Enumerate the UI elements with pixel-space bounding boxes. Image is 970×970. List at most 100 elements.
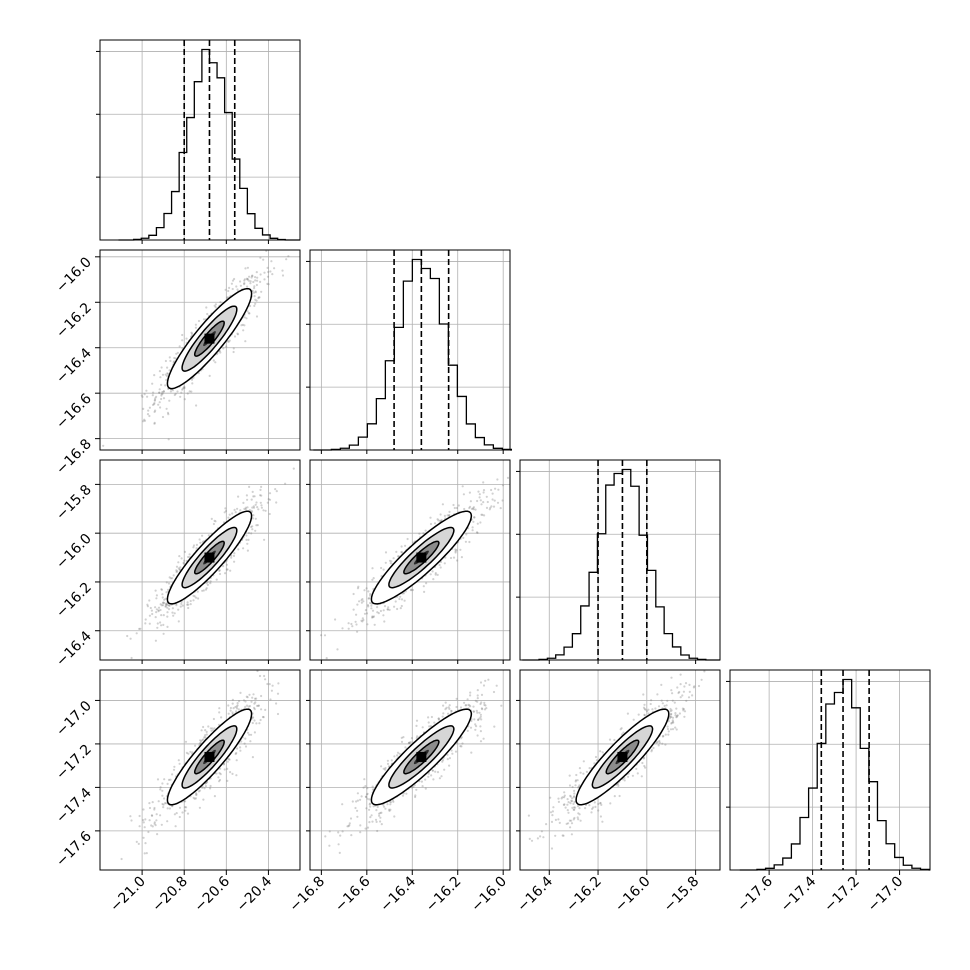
scatter-point	[676, 714, 679, 717]
scatter-point	[325, 657, 328, 660]
scatter-point	[256, 506, 259, 509]
scatter-point	[448, 764, 451, 767]
scatter-point	[228, 513, 231, 516]
scatter-point	[446, 514, 449, 517]
scatter-point	[355, 613, 358, 616]
scatter-point	[367, 605, 370, 608]
scatter-point	[404, 746, 407, 749]
scatter-point	[202, 318, 206, 321]
scatter-point	[591, 807, 594, 811]
scatter-point	[568, 774, 571, 777]
scatter-point	[357, 585, 360, 588]
scatter-point	[372, 788, 375, 791]
scatter-point	[173, 393, 176, 397]
scatter-point	[473, 516, 476, 519]
scatter-point	[137, 842, 140, 846]
scatter-point	[350, 622, 353, 626]
scatter-point	[642, 693, 645, 696]
scatter-point	[472, 705, 475, 708]
scatter-point	[201, 786, 204, 789]
scatter-point	[198, 789, 202, 792]
scatter-point	[219, 301, 222, 304]
scatter-point	[161, 593, 164, 596]
scatter-point	[365, 795, 368, 799]
scatter-point	[228, 758, 231, 761]
scatter-point	[231, 698, 234, 701]
scatter-point	[479, 681, 483, 684]
scatter-point	[258, 674, 262, 678]
scatter-point	[138, 814, 141, 818]
scatter-point	[178, 555, 181, 558]
scatter-point	[474, 508, 477, 511]
scatter-point	[238, 700, 241, 703]
scatter-point	[218, 778, 222, 782]
scatter-point	[671, 720, 675, 723]
scatter-point	[561, 834, 564, 837]
scatter-point	[404, 544, 407, 547]
scatter-point	[382, 568, 385, 571]
scatter-point	[400, 545, 403, 548]
scatter-point	[424, 787, 427, 790]
scatter-point	[437, 519, 440, 522]
scatter-point	[232, 350, 235, 354]
scatter-point	[400, 598, 404, 601]
scatter-point	[384, 551, 388, 554]
scatter-point	[254, 276, 257, 279]
scatter-point	[671, 692, 674, 695]
scatter-point	[361, 598, 364, 601]
scatter-point	[382, 614, 385, 617]
scatter-point	[371, 609, 375, 612]
scatter-point	[348, 822, 351, 825]
scatter-point	[187, 752, 190, 755]
scatter-point	[206, 312, 209, 316]
scatter-point	[205, 306, 208, 309]
scatter-point	[149, 606, 152, 610]
scatter-point	[172, 614, 175, 617]
scatter-point	[369, 802, 372, 805]
scatter-point	[167, 778, 171, 782]
scatter-point	[448, 757, 451, 760]
scatter-point	[163, 602, 166, 605]
scatter-point	[411, 588, 414, 592]
scatter-point	[171, 577, 174, 580]
scatter-point	[670, 676, 673, 679]
scatter-point	[259, 488, 262, 491]
scatter-point	[259, 501, 262, 504]
scatter-point	[153, 374, 156, 377]
scatter-point	[246, 498, 249, 501]
scatter-point	[254, 701, 257, 704]
scatter-point	[366, 604, 370, 607]
scatter-point	[473, 718, 476, 721]
scatter-point	[242, 501, 245, 504]
scatter-point	[261, 715, 265, 719]
scatter-point	[244, 267, 247, 270]
scatter-point	[436, 573, 439, 577]
scatter-point	[126, 634, 129, 638]
scatter-point	[359, 824, 362, 827]
scatter-point	[356, 587, 360, 590]
scatter-point	[152, 391, 155, 394]
scatter-point	[429, 725, 432, 728]
scatter-point	[266, 682, 269, 686]
scatter-point	[226, 296, 229, 299]
scatter-point	[240, 324, 243, 327]
scatter-point	[228, 339, 231, 342]
scatter-point	[198, 806, 201, 809]
scatter-point	[160, 614, 163, 617]
scatter-point	[146, 605, 149, 608]
scatter-point	[576, 805, 580, 808]
scatter-point	[352, 608, 355, 611]
scatter-point	[692, 686, 696, 689]
scatter-point	[367, 590, 370, 593]
scatter-point	[378, 814, 381, 817]
scatter-point	[205, 730, 208, 734]
scatter-point	[143, 852, 146, 855]
density-peak	[204, 552, 215, 563]
scatter-point	[490, 488, 493, 492]
scatter-point	[478, 717, 481, 720]
scatter-point	[248, 705, 252, 708]
scatter-point	[427, 775, 430, 778]
scatter-point	[590, 811, 593, 814]
scatter-point	[396, 555, 400, 558]
